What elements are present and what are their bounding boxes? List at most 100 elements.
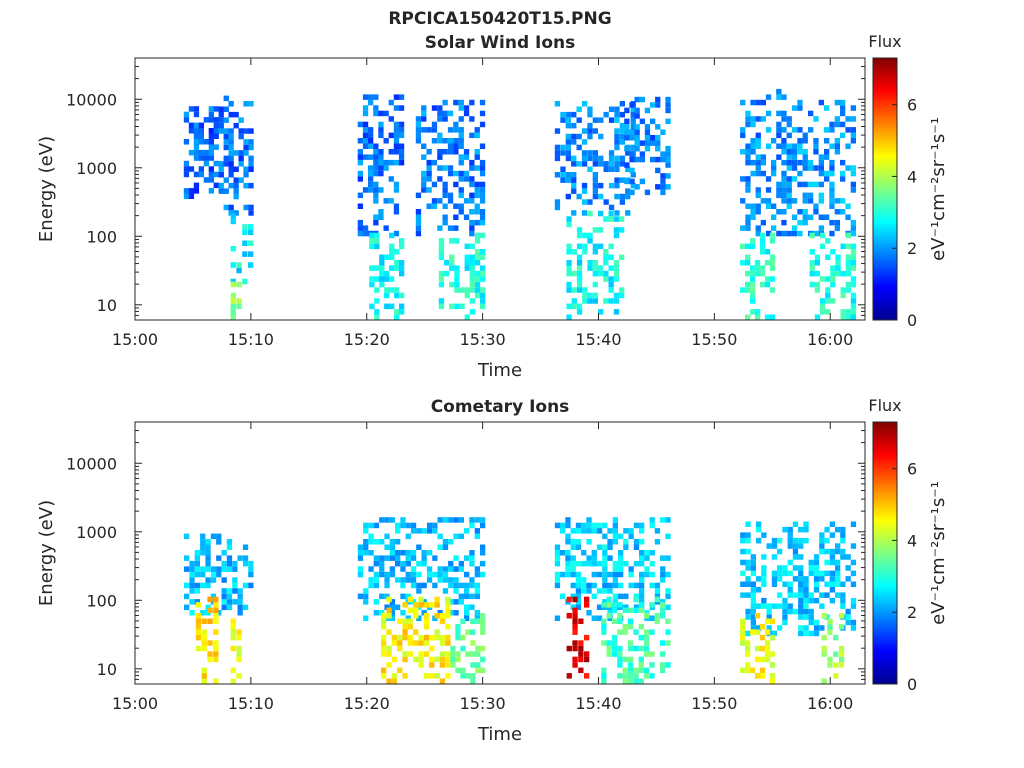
spectrogram-bin xyxy=(745,121,751,128)
spectrogram-bin xyxy=(362,143,369,149)
spectrogram-bin xyxy=(769,287,776,293)
spectrogram-bin xyxy=(625,193,631,200)
spectrogram-bin xyxy=(750,276,756,282)
spectrogram-bin xyxy=(565,117,571,123)
spectrogram-bin xyxy=(660,599,666,605)
spectrogram-bin xyxy=(415,225,422,231)
spectrogram-bin xyxy=(208,166,214,172)
spectrogram-bin xyxy=(771,570,778,577)
spectrogram-bin xyxy=(576,144,582,151)
spectrogram-bin xyxy=(198,155,204,161)
spectrogram-bin xyxy=(786,121,792,128)
spectrogram-bin xyxy=(205,577,211,583)
spectrogram-bin xyxy=(582,232,588,239)
spectrogram-bin xyxy=(584,651,590,657)
spectrogram-bin xyxy=(373,198,379,204)
spectrogram-bin xyxy=(230,262,236,268)
spectrogram-bin xyxy=(606,602,612,608)
spectrogram-bin xyxy=(838,651,845,657)
spectrogram-bin xyxy=(474,615,480,621)
spectrogram-bin xyxy=(639,588,645,594)
spectrogram-bin xyxy=(369,243,375,250)
spectrogram-bin xyxy=(218,128,224,134)
spectrogram-bin xyxy=(570,539,576,545)
spectrogram-bin xyxy=(560,172,566,178)
spectrogram-bin xyxy=(760,198,766,204)
spectrogram-bin xyxy=(208,117,214,123)
spectrogram-bin xyxy=(454,270,460,277)
spectrogram-bin xyxy=(429,602,435,608)
spectrogram-bin xyxy=(818,181,824,188)
spectrogram-bin xyxy=(623,560,629,567)
y-tick-label: 10000 xyxy=(66,90,117,109)
spectrogram-bin xyxy=(566,260,572,266)
spectrogram-bin xyxy=(431,121,438,128)
spectrogram-bin xyxy=(850,254,857,260)
spectrogram-bin xyxy=(469,192,475,199)
spectrogram-bin xyxy=(791,198,798,204)
spectrogram-bin xyxy=(782,526,788,533)
spectrogram-bin xyxy=(644,140,651,146)
spectrogram-bin xyxy=(850,281,857,288)
spectrogram-bin xyxy=(613,298,620,304)
spectrogram-bin xyxy=(592,172,598,178)
spectrogram-bin xyxy=(453,555,459,561)
spectrogram-bin xyxy=(363,550,369,556)
spectrogram-bin xyxy=(207,596,213,603)
spectrogram-bin xyxy=(840,287,846,293)
spectrogram-bin xyxy=(759,656,766,663)
spectrogram-bin xyxy=(613,276,620,282)
spectrogram-bin xyxy=(798,592,804,598)
spectrogram-bin xyxy=(566,613,572,619)
spectrogram-bin xyxy=(833,662,839,668)
spectrogram-bin xyxy=(474,533,480,540)
spectrogram-bin xyxy=(617,662,623,668)
spectrogram-bin xyxy=(776,187,782,193)
spectrogram-bin xyxy=(450,645,456,652)
spectrogram-bin xyxy=(438,276,445,282)
spectrogram-bin xyxy=(745,314,751,320)
spectrogram-bin xyxy=(755,116,761,122)
spectrogram-bin xyxy=(243,101,249,107)
spectrogram-bin xyxy=(575,588,582,594)
spectrogram-bin xyxy=(421,550,427,556)
spectrogram-bin xyxy=(386,607,392,614)
spectrogram-bin xyxy=(845,165,851,171)
spectrogram-bin xyxy=(592,128,598,134)
spectrogram-bin xyxy=(470,618,476,624)
spectrogram-bin xyxy=(598,133,604,140)
spectrogram-bin xyxy=(591,522,597,529)
spectrogram-bin xyxy=(644,135,651,141)
spectrogram-bin xyxy=(431,138,438,144)
spectrogram-bin xyxy=(750,170,756,177)
spectrogram-bin xyxy=(193,122,200,129)
spectrogram-bin xyxy=(479,165,486,171)
spectrogram-bin xyxy=(368,132,374,139)
spectrogram-bin xyxy=(824,548,830,555)
spectrogram-bin xyxy=(470,629,476,635)
spectrogram-bin xyxy=(374,232,380,239)
spectrogram-bin xyxy=(238,177,244,183)
spectrogram-bin xyxy=(189,571,195,578)
spectrogram-bin xyxy=(228,139,234,145)
spectrogram-bin xyxy=(613,265,620,271)
spectrogram-bin xyxy=(238,117,244,123)
spectrogram-bin xyxy=(608,182,615,189)
spectrogram-bin xyxy=(787,532,793,538)
spectrogram-bin xyxy=(586,539,592,545)
spectrogram-bin xyxy=(458,187,464,193)
spectrogram-bin xyxy=(850,559,857,566)
spectrogram-bin xyxy=(813,138,819,144)
spectrogram-bin xyxy=(602,577,608,583)
spectrogram-bin xyxy=(184,604,190,611)
spectrogram-bin xyxy=(766,608,772,615)
spectrogram-bin xyxy=(829,559,835,566)
spectrogram-bin xyxy=(437,610,443,616)
spectrogram-bin xyxy=(458,593,464,600)
spectrogram-bin xyxy=(373,192,379,199)
spectrogram-bin xyxy=(798,581,804,587)
spectrogram-bin xyxy=(612,593,618,600)
spectrogram-bin xyxy=(802,209,808,215)
spectrogram-bin xyxy=(608,254,614,260)
spectrogram-bin xyxy=(608,106,615,112)
